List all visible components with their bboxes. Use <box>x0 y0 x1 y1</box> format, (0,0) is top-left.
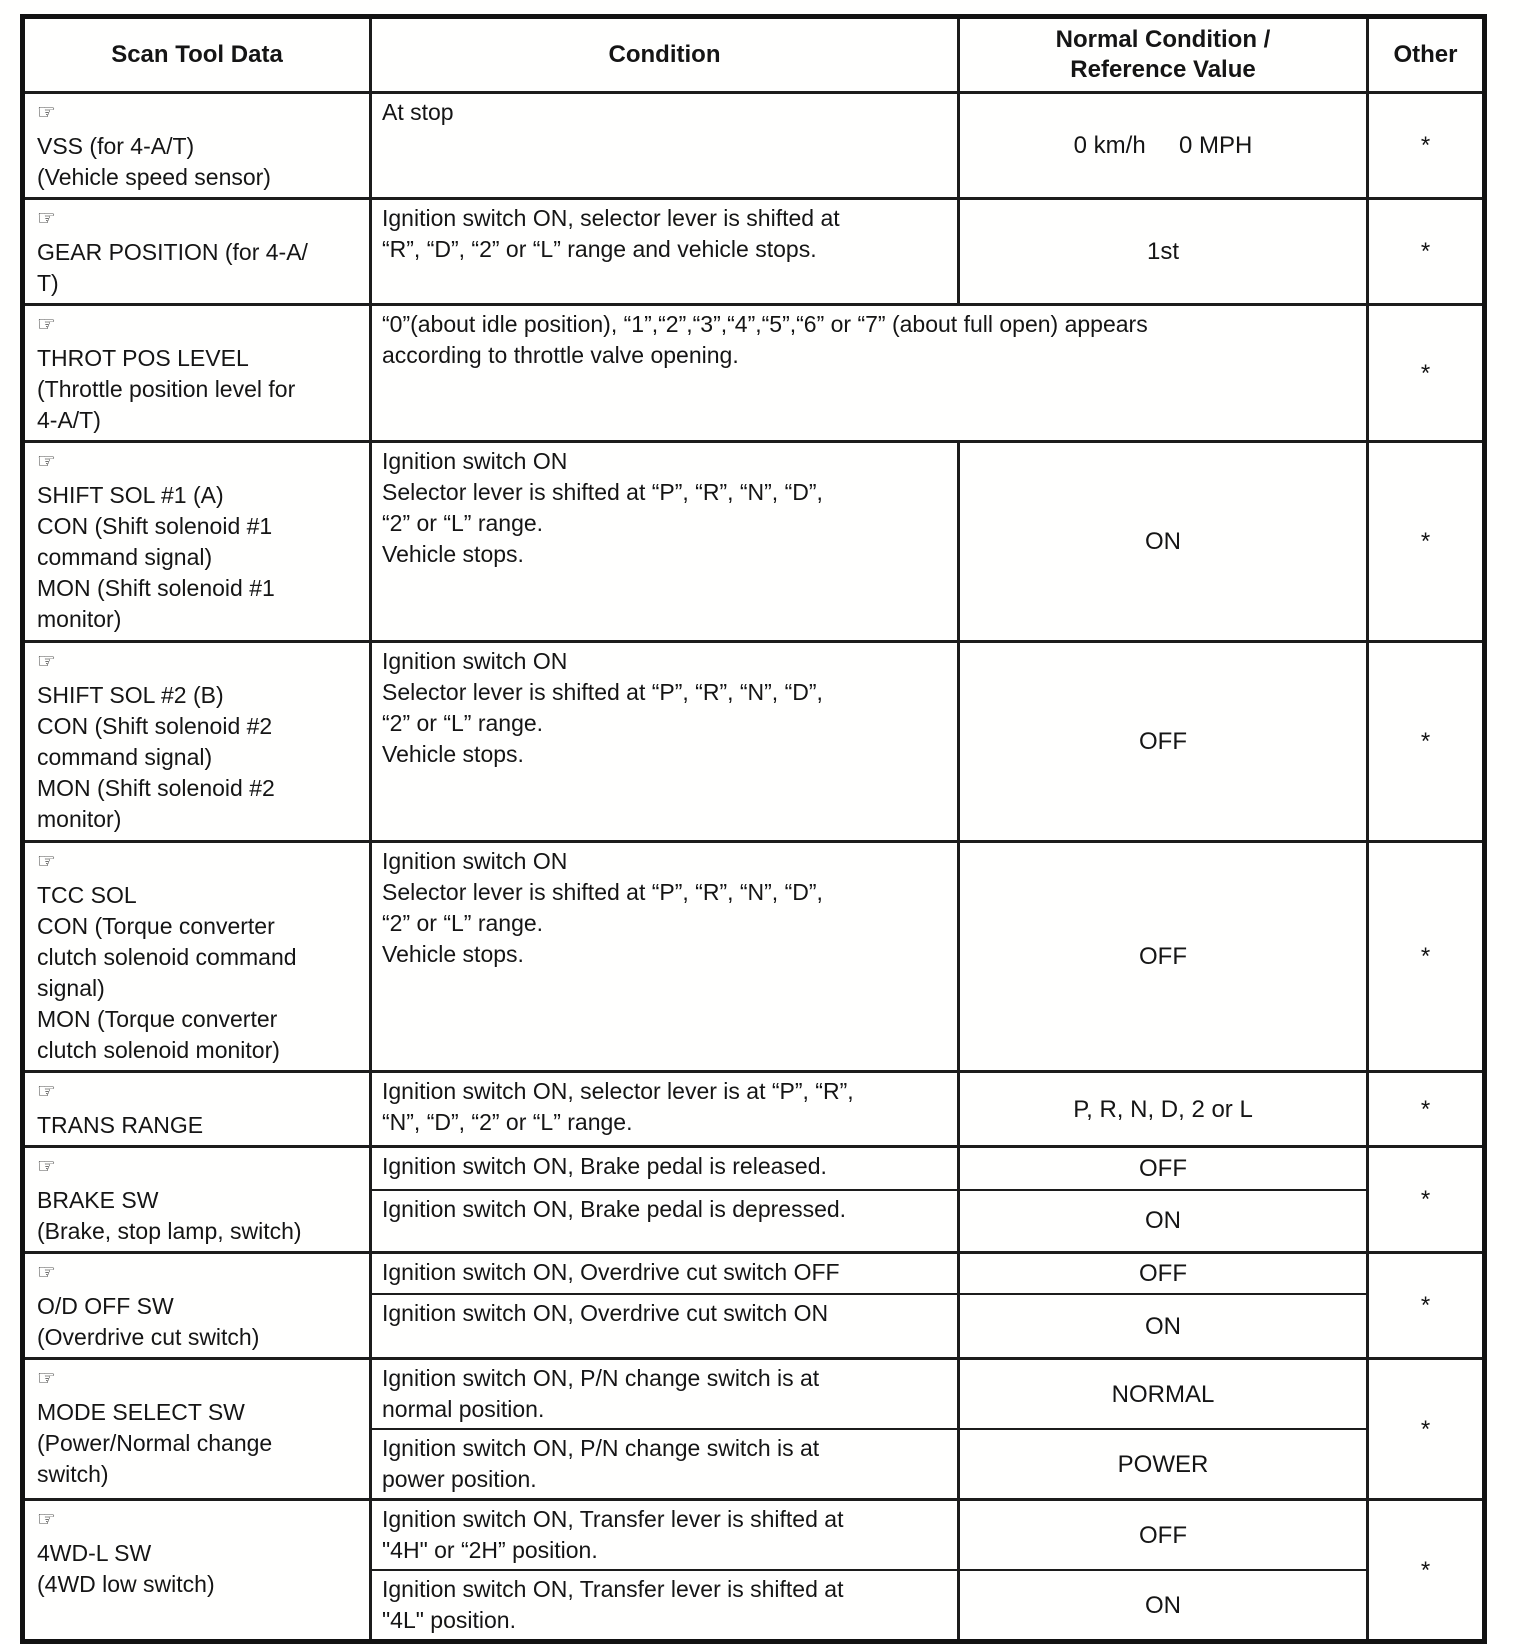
cell-other: * <box>1366 640 1486 843</box>
cell-condition: Ignition switch ON Selector lever is shi… <box>369 640 960 843</box>
cell-reference-value: NORMAL <box>957 1357 1369 1430</box>
cell-name-gear-position: ☞ GEAR POSITION (for 4-A/ T) <box>21 197 372 306</box>
table-row: ☞ O/D OFF SW (Overdrive cut switch) Ignit… <box>21 1251 1486 1360</box>
cell-reference-value: ON <box>957 1188 1369 1254</box>
table-row: ☞ 4WD-L SW (4WD low switch) Ignition swit… <box>21 1498 1486 1643</box>
cell-condition: Ignition switch ON, selector lever is at… <box>369 1070 960 1148</box>
scan-tool-name: TCC SOL CON (Torque converter clutch sol… <box>37 882 297 1063</box>
cell-condition: Ignition switch ON, selector lever is sh… <box>369 197 960 306</box>
cell-condition: Ignition switch ON, Transfer lever is sh… <box>369 1498 960 1571</box>
table-row: ☞ SHIFT SOL #1 (A) CON (Shift solenoid #1… <box>21 440 1486 643</box>
cell-other: * <box>1366 197 1486 306</box>
cell-name-brake-sw: ☞ BRAKE SW (Brake, stop lamp, switch) <box>21 1145 372 1254</box>
cell-other: * <box>1366 1070 1486 1148</box>
table-row: ☞ MODE SELECT SW (Power/Normal change swi… <box>21 1357 1486 1501</box>
cell-name-shift-sol-2: ☞ SHIFT SOL #2 (B) CON (Shift solenoid #2… <box>21 640 372 843</box>
cell-name-mode-select-sw: ☞ MODE SELECT SW (Power/Normal change swi… <box>21 1357 372 1501</box>
cell-condition: Ignition switch ON Selector lever is shi… <box>369 440 960 643</box>
scan-tool-name: SHIFT SOL #1 (A) CON (Shift solenoid #1 … <box>37 482 275 632</box>
cell-reference-value: P, R, N, D, 2 or L <box>957 1070 1369 1148</box>
cell-name-trans-range: ☞ TRANS RANGE <box>21 1070 372 1148</box>
cell-other: * <box>1366 1357 1486 1501</box>
scan-tool-name: BRAKE SW (Brake, stop lamp, switch) <box>37 1187 302 1244</box>
manicule-icon: ☞ <box>37 650 56 673</box>
cell-condition: Ignition switch ON, Brake pedal is relea… <box>369 1144 960 1191</box>
cell-name-tcc-sol: ☞ TCC SOL CON (Torque converter clutch so… <box>21 840 372 1073</box>
cell-condition: Ignition switch ON, P/N change switch is… <box>369 1428 960 1501</box>
scan-tool-name: MODE SELECT SW (Power/Normal change swit… <box>37 1399 273 1487</box>
cell-other: * <box>1366 1498 1486 1643</box>
cell-condition: Ignition switch ON, Overdrive cut switch… <box>369 1251 960 1296</box>
table-row: ☞ GEAR POSITION (for 4-A/ T) Ignition swi… <box>21 197 1486 306</box>
manicule-icon: ☞ <box>37 1080 56 1103</box>
cell-condition: Ignition switch ON, Overdrive cut switch… <box>369 1293 960 1361</box>
table-row: ☞ TRANS RANGE Ignition switch ON, selecto… <box>21 1070 1486 1148</box>
cell-other: * <box>1366 303 1486 443</box>
cell-condition: Ignition switch ON, Transfer lever is sh… <box>369 1569 960 1643</box>
cell-reference-value: OFF <box>957 1251 1369 1296</box>
scan-tool-name: TRANS RANGE <box>37 1112 204 1138</box>
scan-tool-name: O/D OFF SW (Overdrive cut switch) <box>37 1293 260 1350</box>
cell-other: * <box>1366 1251 1486 1360</box>
table-row: ☞ TCC SOL CON (Torque converter clutch so… <box>21 840 1486 1073</box>
scan-tool-name: 4WD-L SW (4WD low switch) <box>37 1540 215 1597</box>
cell-reference-value: ON <box>957 1569 1369 1643</box>
table-subrow: Ignition switch ON, Transfer lever is sh… <box>23 1569 1485 1643</box>
cell-other: * <box>1366 840 1486 1073</box>
header-other: Other <box>1366 15 1486 94</box>
header-condition: Condition <box>369 15 960 94</box>
header-normal-condition: Normal Condition / Reference Value <box>957 15 1369 94</box>
cell-condition: At stop <box>369 91 960 200</box>
cell-condition-spanning: “0”(about idle position), “1”,“2”,“3”,“4… <box>369 303 1369 443</box>
manicule-icon: ☞ <box>37 207 56 230</box>
manicule-icon: ☞ <box>37 1155 56 1178</box>
cell-reference-value: ON <box>957 1293 1369 1361</box>
cell-reference-value: POWER <box>957 1428 1369 1501</box>
cell-name-throt-pos-level: ☞ THROT POS LEVEL (Throttle position leve… <box>21 303 372 443</box>
manicule-icon: ☞ <box>37 450 56 473</box>
scan-tool-name: SHIFT SOL #2 (B) CON (Shift solenoid #2 … <box>37 682 275 832</box>
scan-tool-name: THROT POS LEVEL (Throttle position level… <box>37 345 296 433</box>
cell-reference-value: OFF <box>957 640 1369 843</box>
table-subrow: Ignition switch ON, P/N change switch is… <box>23 1428 1485 1501</box>
cell-reference-value: 0 km/h 0 MPH <box>957 91 1369 200</box>
cell-reference-value: OFF <box>957 840 1369 1073</box>
scan-tool-name: GEAR POSITION (for 4-A/ T) <box>37 239 308 296</box>
manicule-icon: ☞ <box>37 850 56 873</box>
header-scan-tool-data: Scan Tool Data <box>21 15 372 94</box>
manicule-icon: ☞ <box>37 1367 56 1390</box>
table-subrow: Ignition switch ON, Brake pedal is depre… <box>23 1188 1485 1254</box>
scan-tool-name: VSS (for 4-A/T) (Vehicle speed sensor) <box>37 133 271 190</box>
cell-reference-value: 1st <box>957 197 1369 306</box>
cell-reference-value: OFF <box>957 1498 1369 1571</box>
table-row: ☞ THROT POS LEVEL (Throttle position leve… <box>21 303 1486 443</box>
cell-condition: Ignition switch ON, Brake pedal is depre… <box>369 1188 960 1254</box>
manicule-icon: ☞ <box>37 1261 56 1284</box>
table-row: ☞ VSS (for 4-A/T) (Vehicle speed sensor) … <box>21 91 1486 200</box>
cell-condition: Ignition switch ON Selector lever is shi… <box>369 840 960 1073</box>
manicule-icon: ☞ <box>37 313 56 336</box>
table-header-row: Scan Tool Data Condition Normal Conditio… <box>21 15 1486 94</box>
table-row: ☞ BRAKE SW (Brake, stop lamp, switch) Ign… <box>21 1144 1486 1254</box>
cell-other: * <box>1366 91 1486 200</box>
cell-name-od-off-sw: ☞ O/D OFF SW (Overdrive cut switch) <box>21 1251 372 1360</box>
cell-name-shift-sol-1: ☞ SHIFT SOL #1 (A) CON (Shift solenoid #1… <box>21 440 372 643</box>
cell-name-vss: ☞ VSS (for 4-A/T) (Vehicle speed sensor) <box>21 91 372 200</box>
manicule-icon: ☞ <box>37 1508 56 1531</box>
cell-condition: Ignition switch ON, P/N change switch is… <box>369 1357 960 1430</box>
table-subrow: Ignition switch ON, Overdrive cut switch… <box>23 1293 1485 1361</box>
cell-reference-value: OFF <box>957 1144 1369 1191</box>
table-row: ☞ SHIFT SOL #2 (B) CON (Shift solenoid #2… <box>21 640 1486 843</box>
cell-other: * <box>1366 1145 1486 1254</box>
cell-reference-value: ON <box>957 440 1369 643</box>
cell-name-4wd-l-sw: ☞ 4WD-L SW (4WD low switch) <box>21 1498 372 1643</box>
manicule-icon: ☞ <box>37 101 56 124</box>
cell-other: * <box>1366 440 1486 643</box>
scan-data-table: Scan Tool Data Condition Normal Conditio… <box>20 14 1487 1644</box>
